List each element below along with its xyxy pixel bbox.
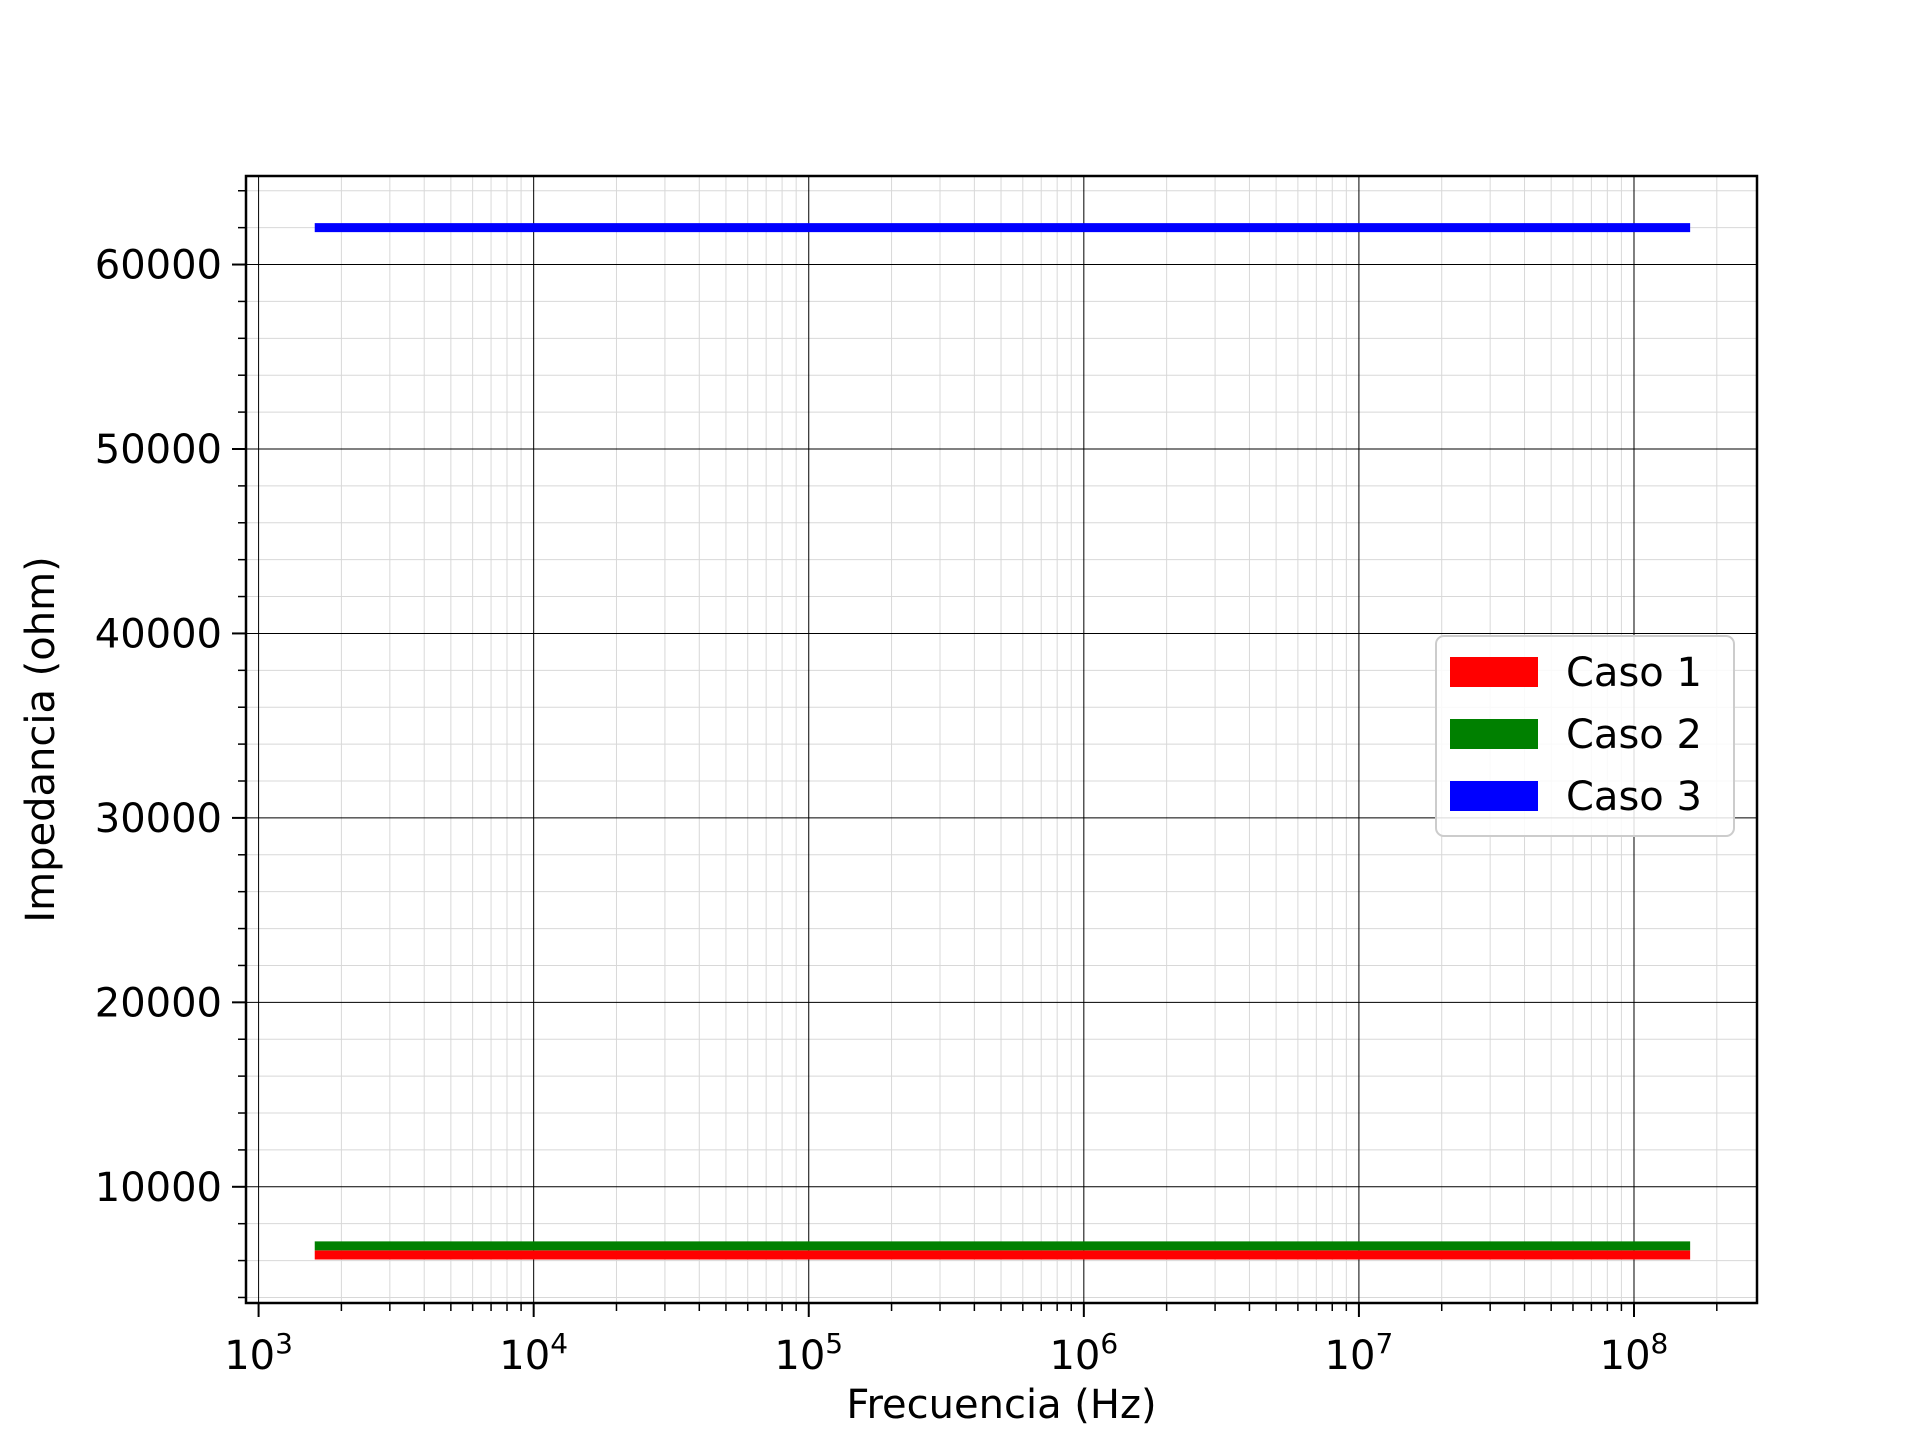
y-tick-label: 40000 <box>95 611 222 657</box>
legend-swatch-caso-2 <box>1450 719 1538 749</box>
legend-label-caso-2: Caso 2 <box>1566 712 1702 758</box>
x-tick-labels: 103 104 105 106 107 108 <box>224 1327 1668 1379</box>
x-tick-label: 106 <box>1049 1327 1118 1379</box>
y-tick-label: 30000 <box>95 796 222 842</box>
legend-swatch-caso-3 <box>1450 781 1538 811</box>
y-tick-label: 60000 <box>95 243 222 289</box>
legend-label-caso-3: Caso 3 <box>1566 774 1702 820</box>
x-axis-label: Frecuencia (Hz) <box>846 1382 1156 1428</box>
minor-grid <box>246 176 1757 1303</box>
x-tick-label: 104 <box>499 1327 568 1379</box>
legend: Caso 1 Caso 2 Caso 3 <box>1435 635 1735 837</box>
y-tick-labels: 10000 20000 30000 40000 50000 60000 <box>95 243 222 1211</box>
x-tick-label: 108 <box>1600 1327 1669 1379</box>
y-tick-label: 10000 <box>95 1165 222 1211</box>
ticks-layer <box>232 190 1718 1317</box>
series-layer <box>314 223 1691 1260</box>
y-tick-label: 50000 <box>95 427 222 473</box>
y-tick-label: 20000 <box>95 980 222 1026</box>
legend-swatch-caso-1 <box>1450 657 1538 687</box>
x-tick-label: 103 <box>224 1327 293 1379</box>
y-axis-label: Impedancia (ohm) <box>18 556 64 922</box>
x-tick-label: 105 <box>774 1327 843 1379</box>
x-tick-label: 107 <box>1325 1327 1394 1379</box>
legend-label-caso-1: Caso 1 <box>1566 650 1702 696</box>
